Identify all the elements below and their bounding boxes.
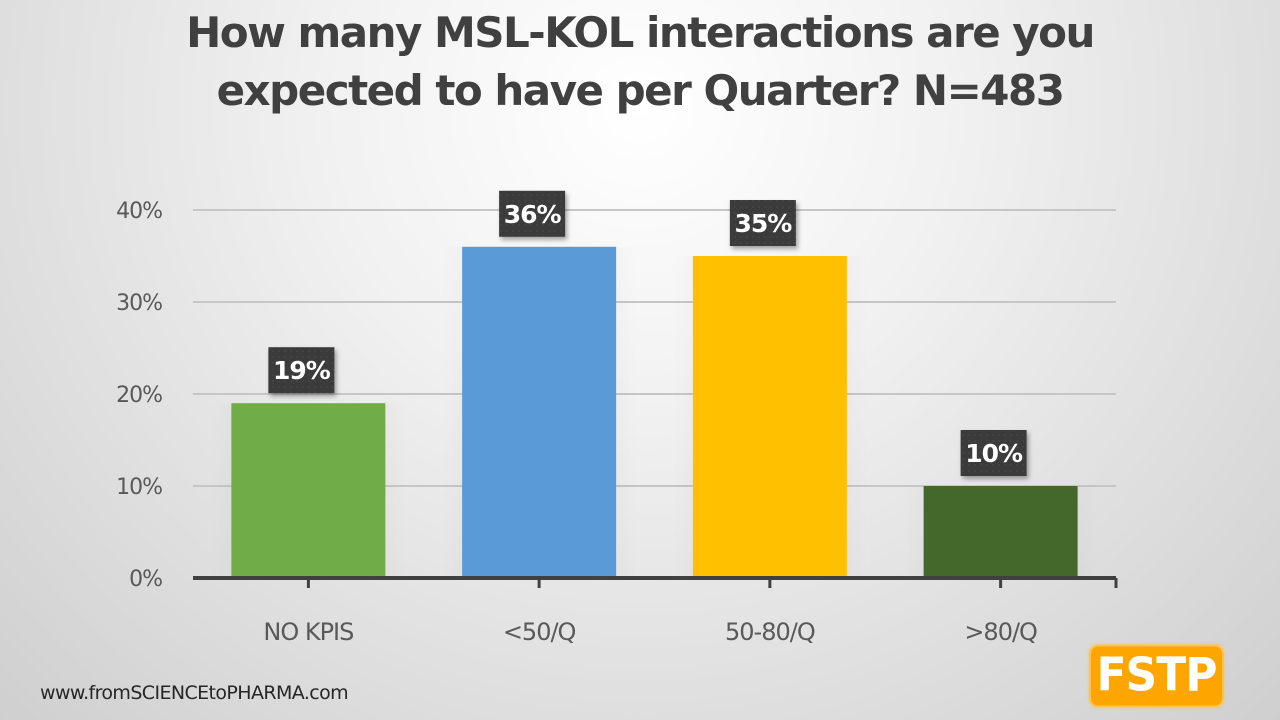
data-label-box bbox=[268, 347, 335, 394]
data-label: 36% bbox=[499, 190, 566, 237]
bar bbox=[231, 403, 386, 578]
logo-text: FSTP bbox=[1096, 648, 1217, 703]
data-label-text: 35% bbox=[734, 209, 792, 238]
y-tick-label: 30% bbox=[116, 291, 162, 316]
x-axis bbox=[193, 576, 1118, 588]
y-tick-label: 10% bbox=[116, 475, 162, 500]
data-label-box bbox=[499, 190, 566, 237]
data-label-text: 10% bbox=[965, 439, 1023, 468]
chart-title-line-2: expected to have per Quarter? N=483 bbox=[216, 66, 1065, 115]
x-tick-label: <50/Q bbox=[503, 618, 576, 646]
y-axis-tick-labels: 0% 10% 20% 30% 40% bbox=[116, 199, 163, 592]
chart-title-line-1: How many MSL-KOL interactions are you bbox=[186, 8, 1095, 57]
bars bbox=[209, 246, 1100, 579]
y-tick-label: 20% bbox=[116, 383, 162, 408]
data-label: 35% bbox=[729, 200, 796, 246]
y-tick-label: 0% bbox=[129, 567, 162, 592]
x-tick-label: >80/Q bbox=[964, 618, 1037, 646]
data-label-text: 19% bbox=[273, 356, 331, 385]
bar bbox=[923, 486, 1078, 578]
y-tick-label: 40% bbox=[116, 199, 162, 224]
fstp-logo: FSTP bbox=[1089, 644, 1224, 708]
website-url: www.fromSCIENCEtoPHARMA.com bbox=[40, 682, 349, 704]
bar bbox=[462, 246, 617, 579]
x-tick-label: NO KPIS bbox=[263, 618, 353, 646]
data-label-text: 36% bbox=[504, 200, 562, 229]
data-label: 10% bbox=[960, 430, 1027, 476]
data-label-box bbox=[729, 200, 796, 246]
data-label-box bbox=[960, 430, 1027, 476]
bar bbox=[692, 256, 847, 578]
x-axis-tick-labels: NO KPIS <50/Q 50-80/Q >80/Q bbox=[263, 618, 1038, 646]
x-tick-label: 50-80/Q bbox=[725, 618, 815, 646]
data-label: 19% bbox=[268, 347, 335, 394]
data-labels: 19% 36% 35% 10% bbox=[268, 190, 1027, 476]
chart-title: How many MSL-KOL interactions are you ex… bbox=[0, 4, 1280, 120]
